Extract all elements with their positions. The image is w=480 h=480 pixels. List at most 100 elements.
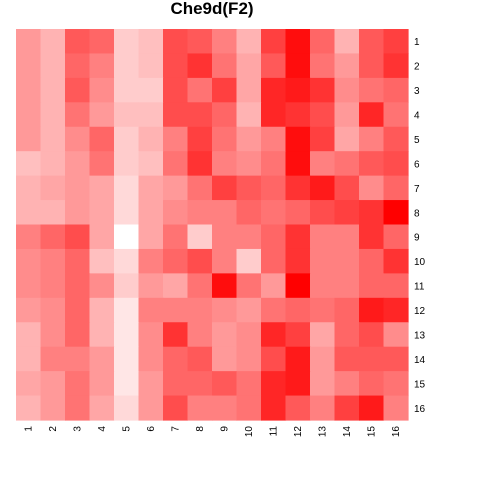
heatmap-cell-r3-c14 bbox=[334, 77, 360, 103]
heatmap-cell-r8-c1 bbox=[16, 200, 42, 226]
heatmap-cell-r11-c12 bbox=[285, 273, 311, 299]
heatmap-cell-r7-c13 bbox=[310, 175, 336, 201]
heatmap-cell-r10-c12 bbox=[285, 248, 311, 274]
heatmap-cell-r1-c7 bbox=[163, 29, 189, 55]
y-tick-label-5: 5 bbox=[414, 135, 420, 146]
heatmap-cell-r14-c3 bbox=[65, 346, 91, 372]
heatmap-cell-r15-c10 bbox=[236, 371, 262, 397]
heatmap-cell-r1-c16 bbox=[383, 29, 409, 55]
heatmap-cell-r9-c14 bbox=[334, 224, 360, 250]
heatmap-cell-r13-c6 bbox=[138, 322, 164, 348]
heatmap-cell-r3-c9 bbox=[212, 77, 238, 103]
heatmap-cell-r7-c8 bbox=[187, 175, 213, 201]
heatmap-cell-r11-c13 bbox=[310, 273, 336, 299]
heatmap-cell-r15-c12 bbox=[285, 371, 311, 397]
heatmap-cell-r3-c13 bbox=[310, 77, 336, 103]
heatmap-cell-r3-c7 bbox=[163, 77, 189, 103]
heatmap-cell-r14-c6 bbox=[138, 346, 164, 372]
heatmap-cell-r12-c5 bbox=[114, 297, 140, 323]
heatmap-cell-r9-c2 bbox=[40, 224, 66, 250]
y-tick-label-12: 12 bbox=[414, 306, 426, 317]
heatmap-cell-r8-c3 bbox=[65, 200, 91, 226]
heatmap-cell-r2-c2 bbox=[40, 53, 66, 79]
heatmap-cell-r5-c10 bbox=[236, 126, 262, 152]
heatmap-cell-r3-c6 bbox=[138, 77, 164, 103]
heatmap-cell-r9-c6 bbox=[138, 224, 164, 250]
heatmap-cell-r2-c11 bbox=[261, 53, 287, 79]
heatmap-cell-r13-c12 bbox=[285, 322, 311, 348]
heatmap-cell-r11-c1 bbox=[16, 273, 42, 299]
heatmap-cell-r10-c7 bbox=[163, 248, 189, 274]
heatmap-cell-r5-c8 bbox=[187, 126, 213, 152]
heatmap-cell-r15-c6 bbox=[138, 371, 164, 397]
heatmap-cell-r2-c8 bbox=[187, 53, 213, 79]
heatmap-cell-r9-c7 bbox=[163, 224, 189, 250]
heatmap-cell-r10-c14 bbox=[334, 248, 360, 274]
heatmap-cell-r9-c5 bbox=[114, 224, 140, 250]
heatmap-cell-r1-c12 bbox=[285, 29, 311, 55]
heatmap-cell-r10-c10 bbox=[236, 248, 262, 274]
heatmap-cell-r10-c8 bbox=[187, 248, 213, 274]
heatmap-cell-r6-c6 bbox=[138, 151, 164, 177]
heatmap-cell-r7-c2 bbox=[40, 175, 66, 201]
heatmap-cell-r7-c11 bbox=[261, 175, 287, 201]
heatmap-cell-r6-c15 bbox=[359, 151, 385, 177]
heatmap-cell-r16-c14 bbox=[334, 395, 360, 421]
heatmap-cell-r13-c11 bbox=[261, 322, 287, 348]
heatmap-cell-r16-c7 bbox=[163, 395, 189, 421]
heatmap-cell-r4-c5 bbox=[114, 102, 140, 128]
heatmap-cell-r8-c10 bbox=[236, 200, 262, 226]
heatmap-cell-r15-c13 bbox=[310, 371, 336, 397]
heatmap-cell-r10-c6 bbox=[138, 248, 164, 274]
heatmap-cell-r13-c3 bbox=[65, 322, 91, 348]
heatmap-cell-r10-c3 bbox=[65, 248, 91, 274]
heatmap-cell-r2-c15 bbox=[359, 53, 385, 79]
heatmap-cell-r15-c1 bbox=[16, 371, 42, 397]
heatmap-cell-r15-c11 bbox=[261, 371, 287, 397]
heatmap-cell-r11-c5 bbox=[114, 273, 140, 299]
heatmap-cell-r16-c16 bbox=[383, 395, 409, 421]
heatmap-cell-r7-c10 bbox=[236, 175, 262, 201]
heatmap-cell-r14-c14 bbox=[334, 346, 360, 372]
heatmap-cell-r7-c1 bbox=[16, 175, 42, 201]
y-tick-label-8: 8 bbox=[414, 208, 420, 219]
heatmap-cell-r3-c15 bbox=[359, 77, 385, 103]
heatmap-cell-r15-c5 bbox=[114, 371, 140, 397]
heatmap-cell-r13-c1 bbox=[16, 322, 42, 348]
heatmap-cell-r4-c8 bbox=[187, 102, 213, 128]
heatmap-cell-r2-c6 bbox=[138, 53, 164, 79]
heatmap-cell-r3-c2 bbox=[40, 77, 66, 103]
heatmap-cell-r16-c6 bbox=[138, 395, 164, 421]
heatmap-cell-r2-c16 bbox=[383, 53, 409, 79]
heatmap-cell-r4-c6 bbox=[138, 102, 164, 128]
heatmap-cell-r12-c11 bbox=[261, 297, 287, 323]
heatmap-cell-r15-c15 bbox=[359, 371, 385, 397]
heatmap-cell-r4-c12 bbox=[285, 102, 311, 128]
heatmap-cell-r2-c1 bbox=[16, 53, 42, 79]
heatmap-cell-r16-c5 bbox=[114, 395, 140, 421]
heatmap-cell-r11-c11 bbox=[261, 273, 287, 299]
x-tick-label-13: 13 bbox=[317, 426, 328, 438]
heatmap-cell-r1-c5 bbox=[114, 29, 140, 55]
heatmap-cell-r8-c7 bbox=[163, 200, 189, 226]
heatmap-cell-r6-c9 bbox=[212, 151, 238, 177]
heatmap-cell-r12-c7 bbox=[163, 297, 189, 323]
heatmap-cell-r12-c13 bbox=[310, 297, 336, 323]
heatmap-cell-r7-c15 bbox=[359, 175, 385, 201]
heatmap-cell-r5-c13 bbox=[310, 126, 336, 152]
heatmap-cell-r6-c2 bbox=[40, 151, 66, 177]
heatmap-cell-r2-c13 bbox=[310, 53, 336, 79]
heatmap-cell-r15-c9 bbox=[212, 371, 238, 397]
heatmap-cell-r11-c15 bbox=[359, 273, 385, 299]
heatmap-cell-r9-c16 bbox=[383, 224, 409, 250]
heatmap-cell-r14-c10 bbox=[236, 346, 262, 372]
heatmap-cell-r3-c5 bbox=[114, 77, 140, 103]
heatmap-cell-r1-c10 bbox=[236, 29, 262, 55]
x-tick-label-7: 7 bbox=[170, 426, 181, 432]
heatmap-cell-r15-c8 bbox=[187, 371, 213, 397]
heatmap-cell-r13-c8 bbox=[187, 322, 213, 348]
heatmap-cell-r2-c14 bbox=[334, 53, 360, 79]
heatmap-cell-r7-c3 bbox=[65, 175, 91, 201]
heatmap-cell-r4-c13 bbox=[310, 102, 336, 128]
heatmap-cell-r14-c2 bbox=[40, 346, 66, 372]
